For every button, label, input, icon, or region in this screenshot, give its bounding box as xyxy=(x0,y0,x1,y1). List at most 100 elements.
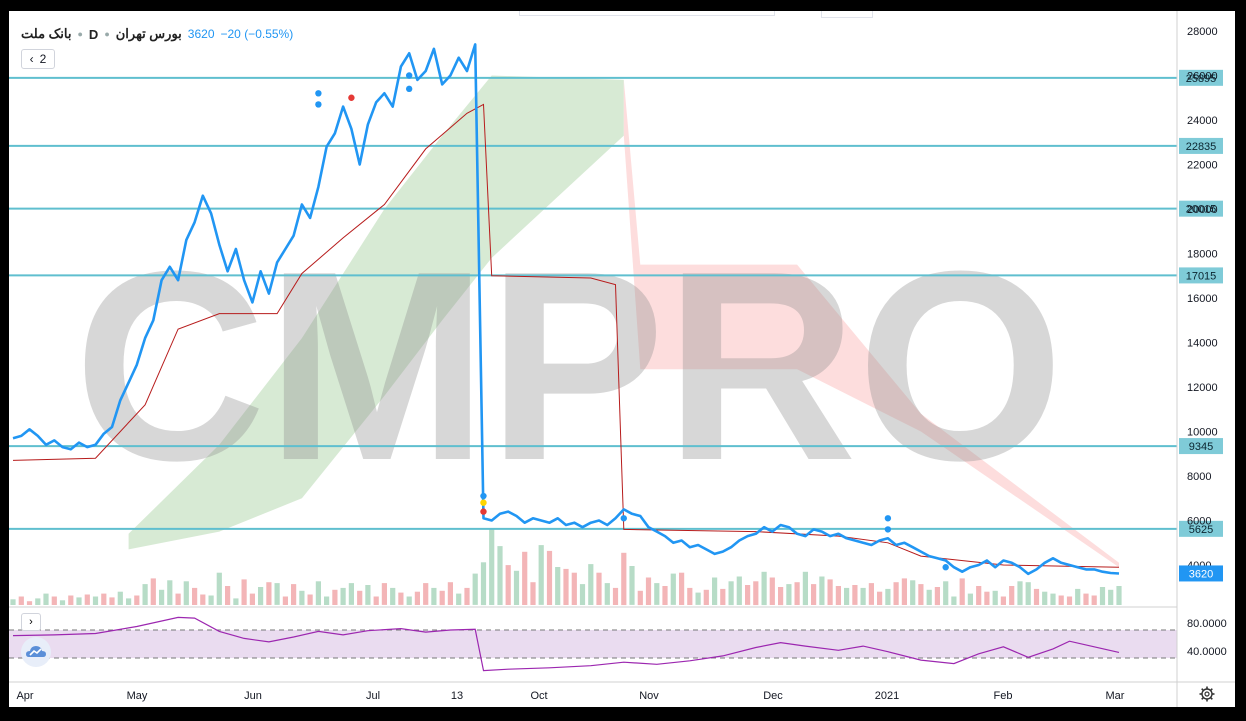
series-legend[interactable]: بانک ملت ● D ● بورس تهران 3620 −20 (−0.5… xyxy=(21,25,293,43)
volume-bar xyxy=(811,584,817,605)
volume-bar xyxy=(414,591,420,605)
price-tick-label: 24000 xyxy=(1187,115,1218,127)
volume-bar xyxy=(241,579,247,605)
volume-bar xyxy=(398,592,404,605)
volume-bar xyxy=(1017,581,1023,606)
price-tick-label: 14000 xyxy=(1187,338,1218,350)
level-label-box xyxy=(1179,520,1223,537)
volume-bar xyxy=(117,591,123,605)
volume-bar xyxy=(844,587,850,605)
volume-bar xyxy=(736,576,742,605)
rsi-line xyxy=(12,616,1120,672)
price-tick-label: 6000 xyxy=(1187,516,1211,528)
volume-bar xyxy=(497,546,503,605)
rsi-tick-label: 40.0000 xyxy=(1187,646,1227,658)
price-tick-label: 28000 xyxy=(1187,26,1218,38)
volume-bar xyxy=(588,564,594,605)
tradingview-cloud-icon xyxy=(26,646,46,657)
horizontal-levels[interactable]: 25895 22835 20015 17015 9345 5625 xyxy=(9,69,1223,537)
settings-button[interactable] xyxy=(1195,683,1219,705)
price-tick-label: 26000 xyxy=(1187,71,1218,83)
volume-bar xyxy=(629,566,635,605)
price-change: −20 (−0.55%) xyxy=(220,27,294,41)
volume-bar xyxy=(786,584,792,605)
level-label-box xyxy=(1179,267,1223,284)
volume-bar xyxy=(266,582,272,605)
rsi-tick-label: 80.0000 xyxy=(1187,618,1227,630)
volume-bar xyxy=(505,565,511,605)
volume-bar xyxy=(910,580,916,605)
volume-bar xyxy=(274,583,280,605)
level-label: 9345 xyxy=(1189,441,1213,453)
volume-bar xyxy=(175,593,181,605)
time-scale[interactable]: Apr May Jun Jul 13 Oct Nov Dec 2021 Feb Mar xyxy=(16,690,1124,702)
volume-bar xyxy=(76,597,82,605)
volume-bar xyxy=(596,572,602,605)
time-tick-label: May xyxy=(127,690,148,702)
volume-bar xyxy=(687,587,693,605)
volume-bar xyxy=(967,593,973,605)
volume-bar xyxy=(68,595,74,605)
volume-bar xyxy=(703,589,709,605)
volume-bar xyxy=(530,582,536,605)
tradingview-logo-button[interactable] xyxy=(21,637,51,667)
time-tick-label: Jul xyxy=(366,690,380,702)
signal-dot xyxy=(884,515,892,522)
volume-bar xyxy=(348,583,354,605)
indicator-count: 2 xyxy=(39,52,47,66)
legend-separator: ● xyxy=(104,29,110,39)
price-scale[interactable]: 4000600080001000012000140001600018000200… xyxy=(1179,26,1223,582)
volume-bar xyxy=(423,583,429,605)
volume-bar xyxy=(1066,596,1073,605)
volume-bar xyxy=(183,581,189,606)
volume-bar xyxy=(612,587,619,605)
volume-bar xyxy=(695,592,701,605)
volume-bar xyxy=(934,587,940,606)
volume-bar xyxy=(579,584,586,605)
chart-canvas[interactable]: CMPRO 25895 22835 20015 17015 9345 5625 80.00… xyxy=(9,11,1235,707)
legend-separator: ● xyxy=(77,29,83,39)
volume-bar xyxy=(1025,582,1031,605)
volume-bar xyxy=(976,586,982,605)
level-label-box xyxy=(1179,438,1223,455)
volume-bar xyxy=(637,590,643,606)
price-tick-label: 22000 xyxy=(1187,160,1218,172)
volume-bars xyxy=(10,529,1122,606)
price-line[interactable] xyxy=(12,43,1120,576)
symbol-name[interactable]: بانک ملت xyxy=(21,26,72,41)
volume-bar xyxy=(439,590,445,606)
volume-bar xyxy=(18,596,24,605)
last-price-label: 3620 xyxy=(1189,568,1213,580)
timeframe[interactable]: D xyxy=(88,26,99,42)
volume-bar xyxy=(546,550,553,605)
watermark-text: CMPRO xyxy=(74,216,1064,517)
volume-bar xyxy=(92,596,99,605)
volume-bar xyxy=(299,590,305,606)
volume-bar xyxy=(381,583,387,605)
time-tick-label: Jun xyxy=(244,690,262,702)
volume-bar xyxy=(167,580,173,605)
ichimoku-cloud xyxy=(128,75,1119,568)
time-tick-label: Feb xyxy=(994,690,1013,702)
volume-bar xyxy=(126,598,132,605)
price-tick-label: 10000 xyxy=(1187,427,1218,439)
collapse-indicators-button[interactable]: ‹ 2 xyxy=(21,49,55,69)
volume-bar xyxy=(778,587,784,606)
signal-dot xyxy=(942,564,949,571)
volume-bar xyxy=(464,587,470,605)
axes xyxy=(9,11,1235,707)
time-tick-label: Mar xyxy=(1106,690,1125,702)
rsi-toggle-button[interactable]: › xyxy=(21,613,41,631)
volume-bar xyxy=(59,600,66,606)
volume-bar xyxy=(679,572,685,605)
volume-bar xyxy=(225,586,231,605)
bull-cloud xyxy=(128,75,624,550)
rsi-pane: 80.0000 40.0000 xyxy=(9,606,1227,672)
bear-cloud xyxy=(623,79,1119,568)
volume-bar xyxy=(472,573,478,605)
volume-bar xyxy=(761,571,767,606)
volume-bar xyxy=(150,578,156,605)
signal-dot xyxy=(884,526,892,533)
price-tick-label: 20000 xyxy=(1187,204,1218,216)
volume-bar xyxy=(555,567,561,605)
